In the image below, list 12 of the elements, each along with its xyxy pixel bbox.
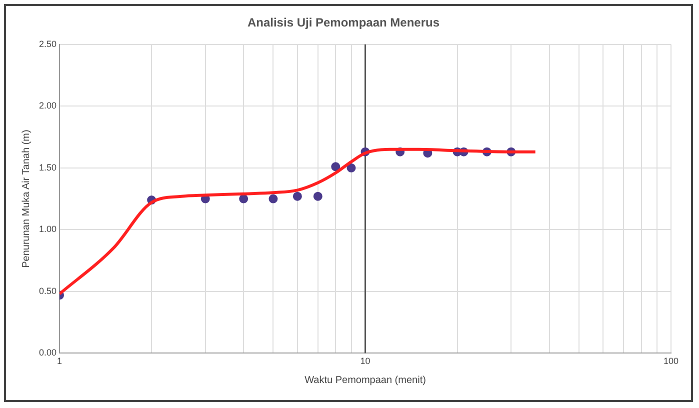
x-axis-title: Waktu Pemompaan (menit) xyxy=(304,374,426,386)
y-tick-label: 0.00 xyxy=(38,348,57,358)
y-axis-title: Penurunan Muka Air Tanah (m) xyxy=(20,130,32,268)
x-tick-label: 1 xyxy=(57,356,62,366)
y-tick-label: 0.50 xyxy=(38,286,57,296)
y-tick-label: 2.50 xyxy=(38,38,57,49)
chart-title: Analisis Uji Pemompaan Menerus xyxy=(247,16,440,30)
y-tick-label: 1.00 xyxy=(38,224,57,234)
x-tick-label: 100 xyxy=(663,356,679,366)
y-tick-label: 2.00 xyxy=(38,100,57,111)
x-tick-label: 10 xyxy=(360,356,370,366)
y-tick-label: 1.50 xyxy=(38,162,57,172)
